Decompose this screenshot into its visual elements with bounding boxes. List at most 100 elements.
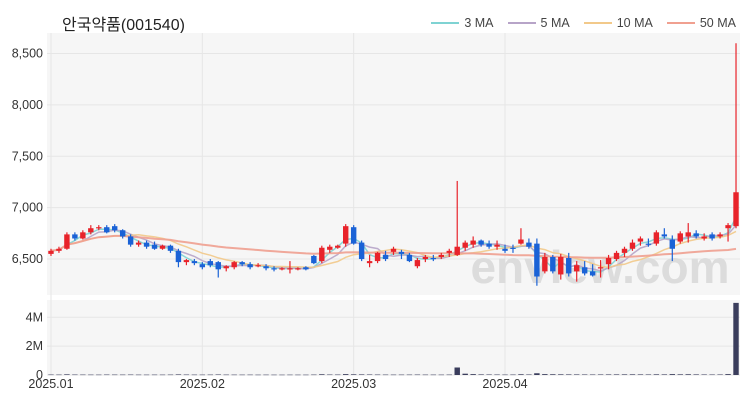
volume-bar bbox=[629, 374, 636, 375]
legend-item[interactable]: 50 MA bbox=[666, 16, 736, 30]
candle-body bbox=[295, 268, 301, 270]
volume-bar bbox=[311, 374, 317, 376]
volume-bar bbox=[64, 374, 70, 375]
candle-body bbox=[279, 268, 285, 270]
price-tick-label: 7,000 bbox=[12, 201, 43, 215]
volume-bar bbox=[486, 374, 492, 375]
volume-bar bbox=[271, 374, 277, 376]
volume-bar bbox=[295, 374, 301, 376]
volume-bar bbox=[350, 374, 357, 375]
legend-label: 5 MA bbox=[540, 16, 570, 30]
candle-body bbox=[486, 243, 492, 247]
volume-bar bbox=[422, 374, 429, 376]
volume-bar bbox=[406, 374, 413, 376]
candle-body bbox=[239, 262, 245, 265]
volume-bar bbox=[597, 374, 604, 375]
candle-body bbox=[558, 256, 564, 275]
candle-body bbox=[414, 260, 421, 267]
candle-body bbox=[645, 243, 652, 245]
candle-body bbox=[183, 260, 190, 263]
volume-bar bbox=[454, 367, 460, 375]
candle-body bbox=[342, 226, 349, 244]
candle-body bbox=[319, 247, 325, 262]
candle-body bbox=[422, 256, 429, 260]
candle-body bbox=[358, 242, 365, 260]
candle-body bbox=[733, 192, 739, 227]
candle-body bbox=[406, 254, 413, 262]
x-tick-label: 2025.01 bbox=[28, 377, 73, 391]
volume-bar bbox=[127, 374, 134, 376]
volume-bar bbox=[143, 374, 150, 376]
volume-tick-label: 0 bbox=[36, 368, 43, 382]
volume-bar bbox=[542, 374, 548, 375]
volume-bar bbox=[462, 373, 468, 375]
volume-bar bbox=[693, 374, 699, 375]
candle-body bbox=[542, 256, 548, 272]
candle-body bbox=[111, 226, 118, 231]
volume-bar bbox=[414, 374, 421, 376]
candle-body bbox=[167, 245, 174, 251]
candle-body bbox=[629, 242, 636, 249]
candle-body bbox=[510, 247, 516, 249]
candle-body bbox=[478, 240, 484, 245]
volume-bar bbox=[669, 374, 676, 375]
x-tick-label: 2025.04 bbox=[482, 377, 527, 391]
volume-bar bbox=[358, 374, 365, 375]
volume-bar bbox=[48, 374, 54, 376]
candle-body bbox=[653, 232, 660, 244]
volume-bar bbox=[335, 374, 341, 376]
candle-body bbox=[661, 234, 668, 237]
volume-bar bbox=[239, 374, 245, 376]
candle-body bbox=[56, 248, 62, 251]
legend-label: 50 MA bbox=[699, 16, 736, 30]
volume-bar bbox=[183, 374, 190, 376]
candle-body bbox=[207, 261, 214, 266]
volume-bar bbox=[88, 374, 94, 376]
legend-item[interactable]: 3 MA bbox=[431, 16, 494, 30]
candle-body bbox=[526, 242, 532, 247]
legend-swatch bbox=[507, 22, 536, 24]
candle-body bbox=[143, 242, 150, 247]
volume-bar bbox=[319, 374, 325, 375]
candle-body bbox=[215, 262, 221, 270]
volume-tick-label: 4M bbox=[26, 310, 43, 324]
volume-bar bbox=[581, 374, 588, 375]
candle-body bbox=[613, 252, 620, 260]
volume-bar bbox=[104, 374, 110, 376]
candle-body bbox=[263, 266, 269, 269]
candle-body bbox=[80, 232, 86, 239]
candle-body bbox=[566, 258, 572, 274]
candle-body bbox=[48, 250, 54, 254]
candle-body bbox=[303, 267, 309, 270]
candle-body bbox=[494, 244, 500, 247]
volume-bar bbox=[589, 374, 596, 376]
candle-body bbox=[151, 244, 158, 249]
volume-bar bbox=[390, 374, 397, 376]
legend-swatch bbox=[583, 22, 612, 24]
legend-label: 3 MA bbox=[464, 16, 494, 30]
volume-bar bbox=[287, 374, 293, 376]
legend-item[interactable]: 5 MA bbox=[507, 16, 570, 30]
volume-bar bbox=[637, 374, 644, 375]
candle-body bbox=[502, 248, 508, 251]
candle-body bbox=[534, 243, 540, 277]
candle-body bbox=[64, 234, 70, 249]
legend-item[interactable]: 10 MA bbox=[583, 16, 653, 30]
candle-body bbox=[669, 239, 676, 249]
volume-bar bbox=[175, 374, 182, 375]
legend: 3 MA 5 MA 10 MA 50 MA bbox=[431, 16, 736, 30]
volume-bar bbox=[247, 374, 253, 376]
volume-bar bbox=[199, 374, 206, 376]
candle-body bbox=[390, 248, 397, 252]
candle-body bbox=[382, 254, 389, 260]
volume-bar bbox=[382, 374, 389, 376]
candle-body bbox=[454, 246, 460, 255]
candle-body bbox=[247, 264, 253, 268]
volume-bar bbox=[709, 374, 715, 376]
volume-bar bbox=[207, 374, 214, 376]
volume-bar bbox=[534, 373, 540, 375]
candle-body bbox=[693, 233, 699, 237]
candle-body bbox=[446, 250, 452, 253]
chart-title: 안국약품(001540) bbox=[62, 17, 185, 34]
